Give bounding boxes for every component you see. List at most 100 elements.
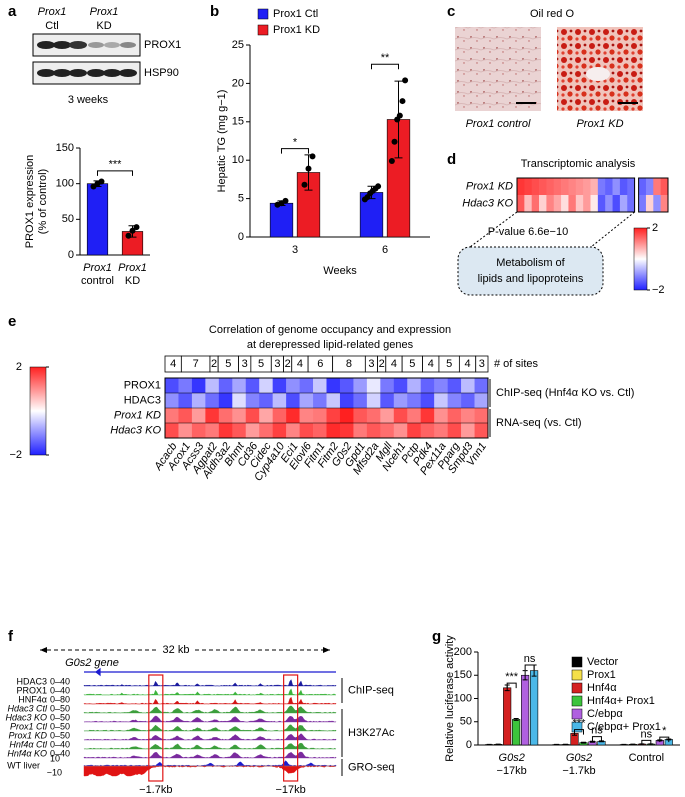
legend-swatch <box>571 656 583 668</box>
significance-bracket <box>659 736 670 743</box>
row-label: Prox1 KD <box>466 180 513 192</box>
data-point <box>402 77 409 84</box>
data-point <box>125 232 132 239</box>
track-signal <box>83 696 337 705</box>
data-point <box>388 157 395 164</box>
x-tick-label: −1.7kb <box>562 765 595 777</box>
y-axis-label: PROX1 expression <box>24 155 36 249</box>
significance-label: ns <box>641 728 653 740</box>
track-range: 0–50 <box>50 721 70 731</box>
heatmap-cell <box>205 408 220 423</box>
track-group-label: GRO-seq <box>348 761 394 773</box>
y-tick-label: 150 <box>454 669 472 681</box>
heatmap-cell <box>420 408 435 423</box>
site-count: 3 <box>368 358 374 370</box>
track-signal <box>83 733 337 741</box>
y-tick-label: 200 <box>454 646 472 658</box>
site-count: 5 <box>225 358 231 370</box>
heatmap-cell <box>605 195 613 212</box>
heatmap-cell <box>407 408 422 423</box>
heatmap-cell <box>272 423 287 438</box>
p-value: P-value 6.6e−10 <box>488 226 568 238</box>
title: Correlation of genome occupancy and expr… <box>209 324 451 336</box>
heatmap-cell <box>191 423 206 438</box>
track-label: PROX1 <box>16 685 47 695</box>
blot-group: KD <box>96 20 111 32</box>
site-count: 8 <box>346 358 352 370</box>
error-bar <box>580 741 587 744</box>
colorbar-label: 2 <box>16 361 22 373</box>
track-range: 0–40 <box>50 739 70 749</box>
track-label: Prox1 Ctl <box>10 721 48 731</box>
track-group-label: ChIP-seq <box>348 684 394 696</box>
y-tick-label: 50 <box>460 716 472 728</box>
colorbar <box>633 227 648 291</box>
heatmap-cell <box>313 423 327 438</box>
heatmap-cell <box>191 408 206 423</box>
title: at derepressed lipid-related genes <box>247 339 414 351</box>
heatmap-cell <box>353 393 368 408</box>
track-label: Hdac3 KO <box>5 712 47 722</box>
bar <box>530 670 539 746</box>
bar <box>512 719 521 746</box>
heatmap-cell <box>299 393 314 408</box>
highlight-box <box>283 674 299 782</box>
heatmap-cell <box>474 378 489 393</box>
heatmap-cell <box>313 393 327 408</box>
legend-swatch <box>571 695 583 707</box>
x-tick-label: G0s2 <box>566 752 592 764</box>
heatmap-cell <box>205 423 220 438</box>
heatmap-cell <box>575 195 584 212</box>
heatmap-cell <box>524 195 532 212</box>
blot-caption: 3 weeks <box>68 94 109 106</box>
significance-label: * <box>293 137 298 149</box>
heatmap-cell <box>461 378 475 393</box>
image-title: Oil red O <box>530 8 574 20</box>
heatmap-cell <box>524 178 532 195</box>
significance-bracket <box>371 63 399 70</box>
bar <box>86 183 109 256</box>
heatmap-cell <box>326 378 341 393</box>
heatmap-cell <box>245 423 260 438</box>
track-range: 0–40 <box>50 685 70 695</box>
heatmap-cell <box>474 423 489 438</box>
track-label: WT liver <box>7 760 40 770</box>
blot-group: Prox1 <box>38 6 67 18</box>
site-count: 3 <box>242 358 248 370</box>
heatmap-cell <box>531 195 540 212</box>
x-tick-label: KD <box>125 275 140 287</box>
heatmap-cell <box>420 393 435 408</box>
y-tick-label: 0 <box>238 231 244 243</box>
heatmap-cell <box>575 178 584 195</box>
heatmap-cell <box>299 408 314 423</box>
legend-label: Prox1 KD <box>273 24 320 36</box>
y-tick-label: 100 <box>56 178 74 190</box>
data-point <box>396 112 403 119</box>
heatmap-cell <box>447 393 462 408</box>
data-point <box>133 224 140 231</box>
gro-plus <box>83 760 337 767</box>
site-count: 2 <box>211 358 217 370</box>
heatmap-cell <box>218 378 233 393</box>
heatmap-cell <box>461 408 475 423</box>
heatmap-cell <box>286 423 300 438</box>
heatmap-cell <box>380 423 395 438</box>
heatmap-cell <box>645 195 654 212</box>
heatmap-cell <box>326 423 341 438</box>
heatmap-cell <box>517 178 525 195</box>
heatmap-cell <box>299 378 314 393</box>
heatmap-cell <box>447 423 462 438</box>
heatmap-cell <box>605 178 613 195</box>
heatmap-cell <box>245 393 260 408</box>
track-range: 0–40 <box>50 748 70 758</box>
callout-box <box>457 246 604 296</box>
heatmap-cell <box>178 378 193 393</box>
data-point <box>129 227 136 234</box>
heatmap-cell <box>546 195 555 212</box>
legend-swatch <box>571 669 583 681</box>
image-caption: Prox1 control <box>466 118 531 130</box>
row-label: HDAC3 <box>124 394 161 406</box>
gene-name: G0s2 gene <box>65 657 119 669</box>
heatmap-cell <box>326 393 341 408</box>
heatmap-cell <box>165 423 179 438</box>
